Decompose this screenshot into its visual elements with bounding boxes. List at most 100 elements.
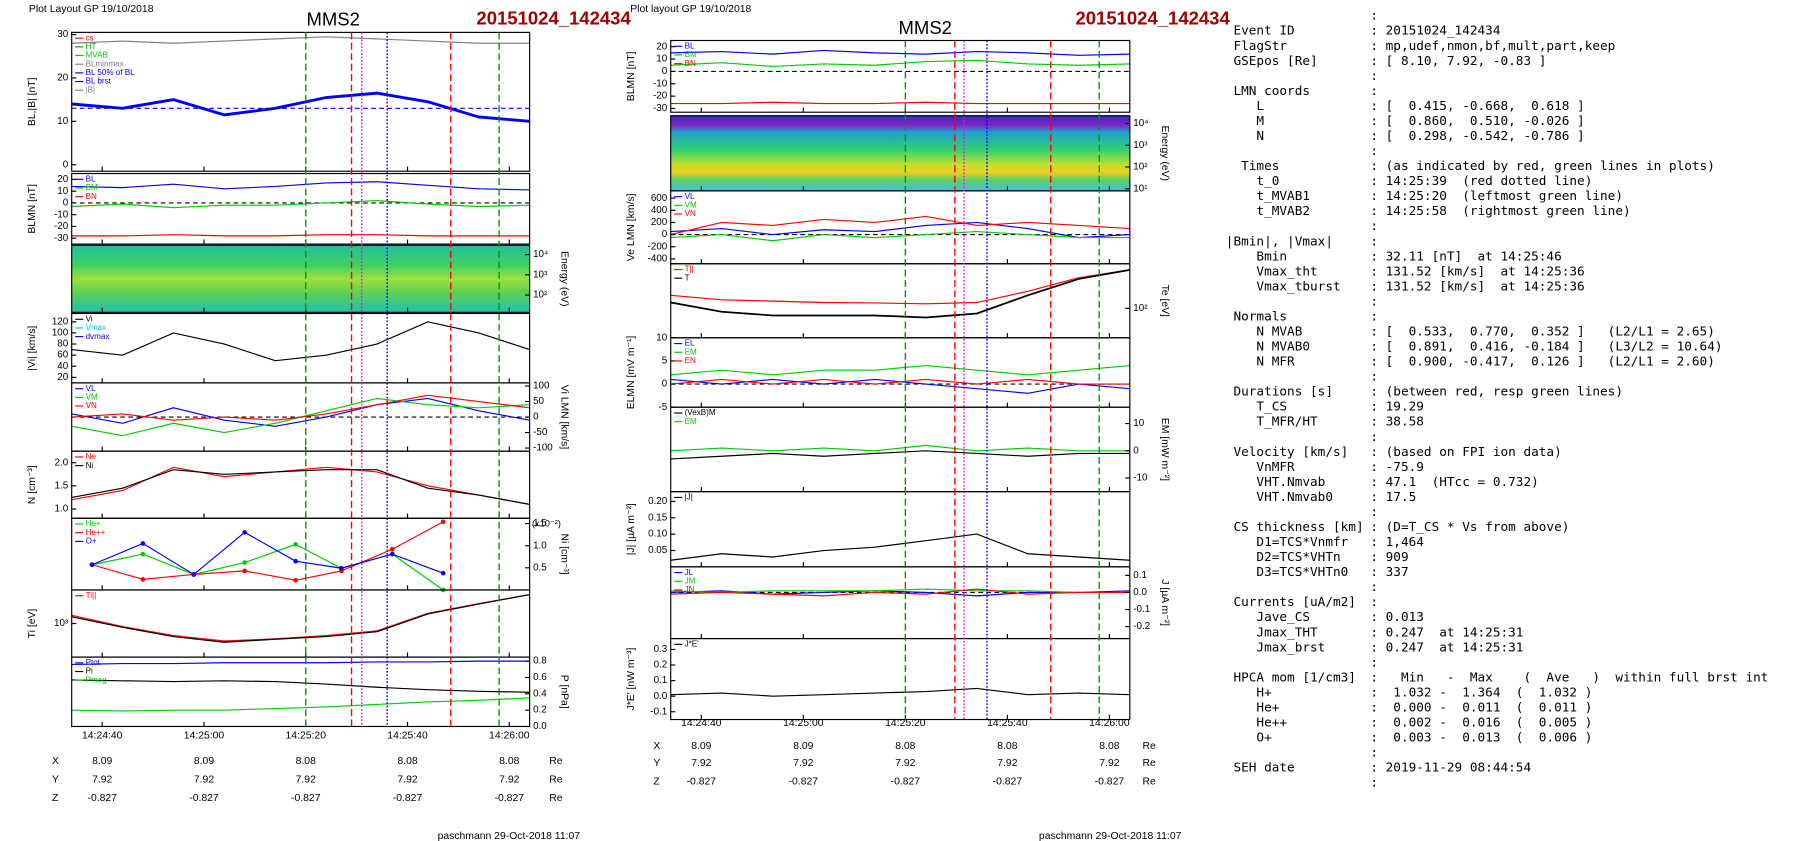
y-tick-label: -5 — [659, 402, 668, 413]
legend-label: EN — [685, 356, 696, 365]
x-tick-label: 14:25:00 — [783, 718, 824, 729]
info-value: : [ 0.900, -0.417, 0.126 ] (L2/L1 = 2.60… — [1370, 354, 1715, 369]
y-tick-label: 0.0 — [1133, 587, 1147, 598]
legend-label: Vmax — [86, 323, 107, 332]
info-value: : 0.247 at 14:25:31 — [1370, 639, 1523, 654]
data-point — [140, 541, 146, 546]
info-value: : 909 — [1370, 549, 1408, 564]
y-axis-label: Vi LMN [km/s] — [559, 385, 570, 450]
spectrogram — [670, 115, 1130, 191]
coord-value: -0.827 — [687, 777, 717, 788]
y-tick-label: 1.0 — [55, 504, 69, 515]
y-tick-label: -30 — [653, 103, 668, 114]
y-tick-label: 50 — [533, 396, 544, 407]
info-key: N MVAB0 — [1226, 339, 1310, 354]
y-axis-label: EM [mW m⁻²] — [1159, 418, 1170, 481]
coord-unit: Re — [1143, 777, 1157, 788]
y-tick-label: -0.2 — [1133, 621, 1150, 632]
info-value: : 14:25:39 (red dotted line) — [1370, 173, 1592, 188]
y-tick-label: 10⁴ — [533, 249, 548, 260]
panel-frame — [71, 656, 531, 728]
y-tick-label: 200 — [651, 217, 668, 228]
probe-title: MMS2 — [899, 17, 952, 38]
x-tick-label: 14:25:40 — [387, 730, 428, 741]
info-key: |Bmin|, |Vmax| — [1226, 233, 1333, 248]
data-point — [140, 577, 146, 582]
y-tick-label: 20 — [656, 41, 667, 52]
info-value: : — [1370, 745, 1378, 760]
data-point — [440, 570, 446, 576]
info-key: Times — [1226, 158, 1280, 173]
y-tick-label: -10 — [54, 209, 69, 220]
info-value: : — [1370, 579, 1378, 594]
y-tick-label: 10⁴ — [1133, 118, 1148, 129]
series-line — [670, 450, 1130, 460]
info-value: : — [1370, 293, 1378, 308]
probe-title: MMS2 — [306, 9, 359, 30]
x-tick-label: 14:25:40 — [987, 718, 1028, 729]
y-tick-label: 120 — [52, 316, 69, 327]
legend-label: VN — [685, 209, 696, 218]
y-tick-label: 0 — [63, 198, 69, 209]
panel-frame — [71, 312, 531, 384]
info-value: : Min - Max ( Ave ) within full brst int — [1370, 669, 1768, 684]
info-key: VHT.Nmvab0 — [1226, 489, 1333, 504]
legend-label: Pmag — [86, 675, 107, 684]
legend-label: EM — [685, 417, 697, 426]
series-line — [71, 397, 530, 427]
info-value: : 17.5 — [1370, 489, 1416, 504]
series-line — [71, 469, 530, 505]
coord-value: 8.09 — [92, 756, 112, 767]
info-key: Jave_CS — [1226, 609, 1310, 624]
y-tick-label: 0 — [662, 379, 668, 390]
info-key: T_CS — [1226, 399, 1287, 414]
legend-label: VN — [86, 401, 97, 410]
info-key: T_MFR/HT — [1226, 414, 1318, 429]
info-value: : — [1370, 775, 1378, 790]
series-line — [71, 234, 530, 237]
info-key: Event ID — [1226, 23, 1295, 38]
coord-label: Z — [52, 793, 59, 804]
coord-value: -0.827 — [1095, 777, 1125, 788]
info-key: SEH date — [1226, 760, 1295, 775]
series-line — [71, 466, 530, 505]
y-tick-label: 0 — [662, 66, 668, 77]
series-line — [670, 687, 1130, 697]
data-point — [293, 558, 298, 564]
y-tick-label: 0.15 — [648, 512, 668, 523]
legend-label: Ne — [86, 452, 97, 461]
info-value: : (between red, resp green lines) — [1370, 384, 1623, 399]
coord-value: 7.92 — [895, 758, 915, 769]
info-value: : 0.247 at 14:25:31 — [1370, 624, 1523, 639]
legend-label: BL brst — [86, 77, 112, 86]
legend-label: HT — [86, 42, 97, 51]
info-value: : 0.002 - 0.016 ( 0.005 ) — [1370, 715, 1592, 730]
legend-label: T|| — [685, 265, 694, 274]
y-tick-label: 80 — [57, 339, 68, 350]
plot-header: Plot layout GP 19/10/2018 — [630, 4, 751, 15]
y-tick-label: 10¹ — [1133, 183, 1148, 194]
info-value: : [ 0.298, -0.542, -0.786 ] — [1370, 128, 1584, 143]
series-line — [670, 59, 1130, 67]
y-tick-label: 0 — [533, 412, 539, 423]
series-line — [670, 590, 1130, 597]
series-line — [670, 231, 1130, 242]
coord-value: 7.92 — [691, 758, 711, 769]
legend-label: |B| — [86, 85, 96, 94]
y-tick-label: 10 — [57, 186, 68, 197]
info-value: : [ 0.891, 0.416, -0.184 ] (L3/L2 = 10.6… — [1370, 339, 1722, 354]
data-point — [242, 530, 248, 535]
x-tick-label: 14:25:00 — [184, 730, 225, 741]
y-axis-label: Ve LMN [km/s] — [626, 193, 637, 261]
y-tick-label: 0.3 — [654, 644, 668, 655]
info-value: : [ 0.415, -0.668, 0.618 ] — [1370, 98, 1584, 113]
info-key: t_MVAB2 — [1226, 203, 1310, 218]
coord-value: 7.92 — [92, 774, 112, 785]
legend-label: EM — [685, 347, 697, 356]
y-axis-label: BLMN [nT] — [27, 184, 38, 234]
legend-label: BLminmax — [86, 59, 124, 68]
y-tick-label: 0 — [63, 159, 69, 170]
y-tick-label: 0.20 — [648, 496, 668, 507]
x-tick-label: 14:25:20 — [885, 718, 926, 729]
y-axis-label: BLMN [nT] — [626, 51, 637, 101]
